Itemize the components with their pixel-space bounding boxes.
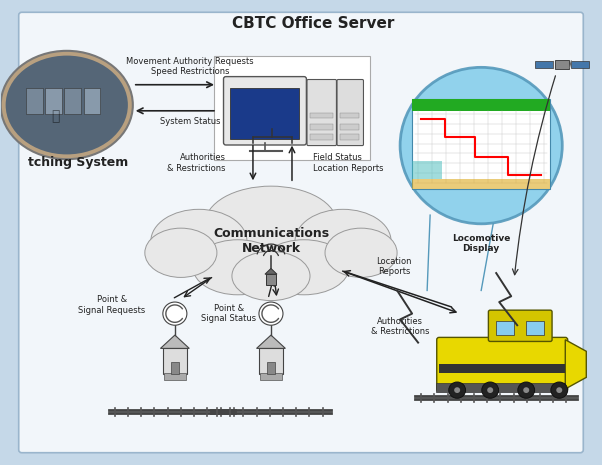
Polygon shape (265, 268, 277, 274)
Circle shape (556, 387, 562, 393)
Text: Authorities
& Restrictions: Authorities & Restrictions (167, 153, 226, 173)
Circle shape (523, 387, 529, 393)
FancyBboxPatch shape (571, 61, 589, 68)
Circle shape (448, 382, 465, 398)
FancyBboxPatch shape (535, 61, 553, 68)
FancyBboxPatch shape (310, 113, 333, 118)
FancyBboxPatch shape (436, 383, 565, 392)
Polygon shape (161, 335, 189, 348)
FancyBboxPatch shape (26, 87, 43, 114)
FancyBboxPatch shape (214, 56, 370, 160)
Text: Point &
Signal Status: Point & Signal Status (201, 304, 256, 323)
Circle shape (163, 302, 187, 325)
FancyBboxPatch shape (555, 60, 569, 69)
Circle shape (551, 382, 568, 398)
FancyBboxPatch shape (45, 87, 62, 114)
Ellipse shape (232, 252, 310, 300)
Circle shape (482, 382, 498, 398)
FancyBboxPatch shape (163, 348, 187, 374)
FancyBboxPatch shape (340, 113, 359, 118)
FancyBboxPatch shape (84, 87, 101, 114)
FancyBboxPatch shape (436, 338, 568, 391)
FancyBboxPatch shape (266, 274, 276, 285)
FancyBboxPatch shape (267, 362, 275, 374)
Circle shape (518, 382, 535, 398)
Ellipse shape (259, 240, 349, 295)
Ellipse shape (1, 51, 133, 159)
FancyBboxPatch shape (164, 373, 185, 380)
FancyBboxPatch shape (526, 320, 544, 335)
Circle shape (259, 302, 283, 325)
Text: Authorities
& Restrictions: Authorities & Restrictions (371, 317, 429, 336)
FancyBboxPatch shape (310, 134, 333, 140)
FancyBboxPatch shape (412, 99, 550, 189)
FancyBboxPatch shape (307, 80, 337, 146)
FancyBboxPatch shape (412, 179, 550, 189)
Polygon shape (256, 335, 285, 348)
Text: 👤: 👤 (52, 110, 60, 124)
FancyBboxPatch shape (259, 348, 283, 374)
FancyBboxPatch shape (496, 320, 514, 335)
FancyBboxPatch shape (230, 87, 299, 139)
FancyBboxPatch shape (412, 161, 442, 179)
FancyBboxPatch shape (412, 99, 550, 111)
FancyBboxPatch shape (439, 364, 565, 373)
Text: Field Status
Location Reports: Field Status Location Reports (313, 153, 383, 173)
Ellipse shape (145, 228, 217, 278)
Ellipse shape (205, 186, 337, 261)
FancyBboxPatch shape (260, 373, 282, 380)
Circle shape (487, 387, 493, 393)
Ellipse shape (295, 209, 391, 273)
FancyBboxPatch shape (340, 134, 359, 140)
Text: Locomotive
Display: Locomotive Display (452, 233, 510, 253)
Text: Point &
Signal Requests: Point & Signal Requests (78, 295, 146, 315)
Ellipse shape (325, 228, 397, 278)
Polygon shape (565, 340, 586, 389)
FancyBboxPatch shape (488, 310, 552, 341)
Circle shape (400, 67, 562, 224)
Text: Communications
Network: Communications Network (213, 227, 329, 255)
Circle shape (454, 387, 460, 393)
FancyBboxPatch shape (310, 124, 333, 130)
Text: System Status: System Status (160, 117, 220, 126)
FancyBboxPatch shape (64, 87, 81, 114)
FancyBboxPatch shape (19, 12, 583, 453)
Text: Location
Reports: Location Reports (376, 257, 412, 276)
Ellipse shape (151, 209, 247, 273)
FancyBboxPatch shape (171, 362, 179, 374)
Text: tching System: tching System (28, 156, 128, 169)
Text: Movement Authority Requests
Speed Restrictions: Movement Authority Requests Speed Restri… (126, 57, 253, 76)
FancyBboxPatch shape (337, 80, 364, 146)
FancyBboxPatch shape (340, 124, 359, 130)
Ellipse shape (5, 56, 128, 154)
Text: CBTC Office Server: CBTC Office Server (232, 16, 394, 31)
Ellipse shape (193, 240, 283, 295)
FancyBboxPatch shape (223, 77, 306, 145)
